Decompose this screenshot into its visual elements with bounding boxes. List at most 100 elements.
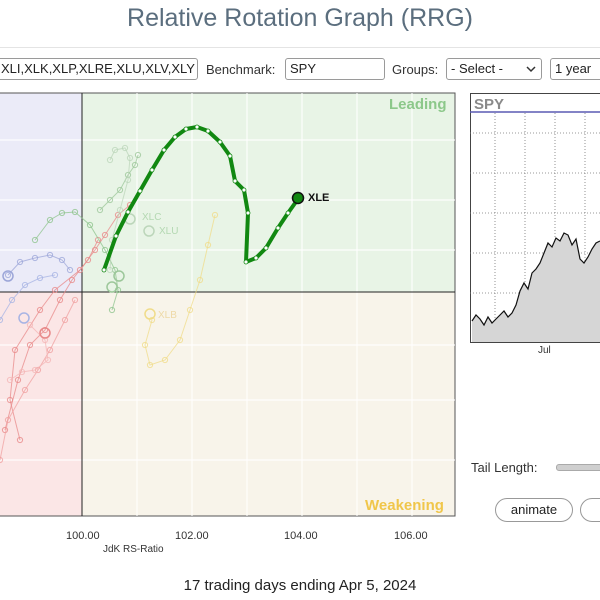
xle-trail-point: [125, 209, 131, 215]
faded-head-marker: [106, 281, 118, 293]
faded-trail-point: [36, 306, 44, 314]
faded-trail-point: [11, 346, 19, 354]
x-tick-label: 100.00: [66, 530, 100, 542]
faded-trail-point: [66, 266, 74, 274]
benchmark-input[interactable]: SPY: [285, 58, 385, 80]
faded-trail-point: [46, 216, 54, 224]
xle-trail-point: [227, 153, 233, 159]
footer-caption: 17 trading days ending Apr 5, 2024: [183, 577, 417, 594]
faded-trail-point: [116, 186, 124, 194]
faded-trail-point: [26, 321, 34, 329]
faded-trail-line: [9, 204, 131, 441]
faded-trail-point: [68, 276, 76, 284]
step-forward-button[interactable]: [580, 498, 600, 522]
faded-trail-point: [124, 176, 132, 184]
benchmark-price-chart: [470, 93, 600, 343]
benchmark-chart-x-tick: Jul: [538, 345, 551, 356]
faded-trail-point: [16, 258, 24, 266]
faded-trail-point: [146, 361, 154, 369]
faded-trail-point: [26, 341, 34, 349]
groups-select[interactable]: - Select -: [446, 58, 542, 80]
xle-trail-point: [253, 255, 259, 261]
series-label-xlb[interactable]: XLB: [158, 310, 177, 321]
symbols-input[interactable]: XLI,XLK,XLP,XLRE,XLU,XLV,XLY: [0, 58, 198, 80]
faded-head-marker: [143, 225, 155, 237]
faded-trail-point: [91, 246, 99, 254]
faded-trail-point: [106, 156, 114, 164]
faded-trail-point: [161, 356, 169, 364]
faded-trail-point: [148, 316, 156, 324]
faded-trail-point: [58, 209, 66, 217]
faded-trail-point: [141, 341, 149, 349]
faded-trail-point: [31, 236, 39, 244]
faded-trail-point: [56, 296, 64, 304]
faded-trail-point: [106, 266, 114, 274]
series-label-xlc[interactable]: XLC: [142, 212, 162, 223]
period-select[interactable]: 1 year: [550, 58, 600, 80]
faded-trail-point: [51, 271, 59, 279]
quadrant-improving: [0, 93, 82, 292]
series-label-xle[interactable]: XLE: [308, 192, 330, 204]
faded-trail-point: [51, 286, 59, 294]
faded-trail-point: [46, 346, 54, 354]
faded-head-marker: [39, 327, 51, 339]
faded-trail-line: [109, 147, 131, 271]
faded-trail-point: [0, 316, 4, 324]
faded-trail-point: [76, 266, 84, 274]
faded-trail-point: [4, 271, 12, 279]
quadrant-label-leading: Leading: [389, 96, 447, 113]
quadrant-lagging: [0, 292, 82, 516]
quadrant-leading: [82, 93, 455, 292]
xle-trail-point: [183, 126, 189, 132]
faded-trail-point: [44, 356, 52, 364]
faded-trail-point: [196, 276, 204, 284]
quadrant-weakening: [82, 292, 455, 516]
faded-trail-point: [116, 206, 124, 214]
faded-trail-point: [0, 456, 4, 464]
faded-trail-point: [14, 376, 22, 384]
xle-trail-point: [205, 128, 211, 134]
xle-trail-point: [161, 147, 167, 153]
faded-trail-point: [204, 241, 212, 249]
faded-trail-point: [6, 376, 14, 384]
faded-trail-point: [18, 368, 26, 376]
groups-select-value: - Select -: [451, 61, 504, 76]
xle-trail-point: [194, 124, 200, 130]
faded-trail-point: [61, 316, 69, 324]
faded-trail-point: [176, 336, 184, 344]
faded-trail-point: [71, 208, 79, 216]
xle-trail-point: [285, 210, 291, 216]
benchmark-chart-title: SPY: [474, 96, 505, 113]
faded-trail-point: [4, 416, 12, 424]
tail-length-slider[interactable]: [556, 464, 600, 471]
faded-head-marker: [2, 270, 14, 282]
xle-trail-point: [232, 178, 238, 184]
faded-trail-point: [31, 254, 39, 262]
series-label-xlu[interactable]: XLU: [159, 226, 179, 237]
faded-trail-point: [106, 196, 114, 204]
benchmark-label: Benchmark:: [206, 62, 276, 77]
xle-trail-point: [243, 259, 249, 265]
faded-trail-point: [111, 146, 119, 154]
faded-trail-point: [46, 251, 54, 259]
xle-trail-point: [113, 233, 119, 239]
xle-trail-point: [241, 187, 247, 193]
groups-label: Groups:: [392, 62, 439, 77]
tail-length-label: Tail Length:: [471, 460, 538, 475]
quadrant-label-weakening: Weakening: [365, 497, 444, 514]
faded-trail-point: [21, 281, 29, 289]
faded-trail-point: [86, 221, 94, 229]
faded-trail-point: [101, 231, 109, 239]
xle-trail-point: [149, 167, 155, 173]
chevron-down-icon: [526, 66, 536, 73]
faded-trail-point: [108, 306, 116, 314]
faded-trail-point: [71, 296, 79, 304]
x-tick-label: 102.00: [175, 530, 209, 542]
animate-button[interactable]: animate: [495, 498, 573, 522]
faded-trail-point: [31, 366, 39, 374]
plot-border: [0, 92, 456, 517]
faded-trail-line: [144, 214, 216, 366]
faded-head-marker: [113, 270, 125, 282]
faded-trail-point: [36, 274, 44, 282]
xle-trail-point: [172, 134, 178, 140]
